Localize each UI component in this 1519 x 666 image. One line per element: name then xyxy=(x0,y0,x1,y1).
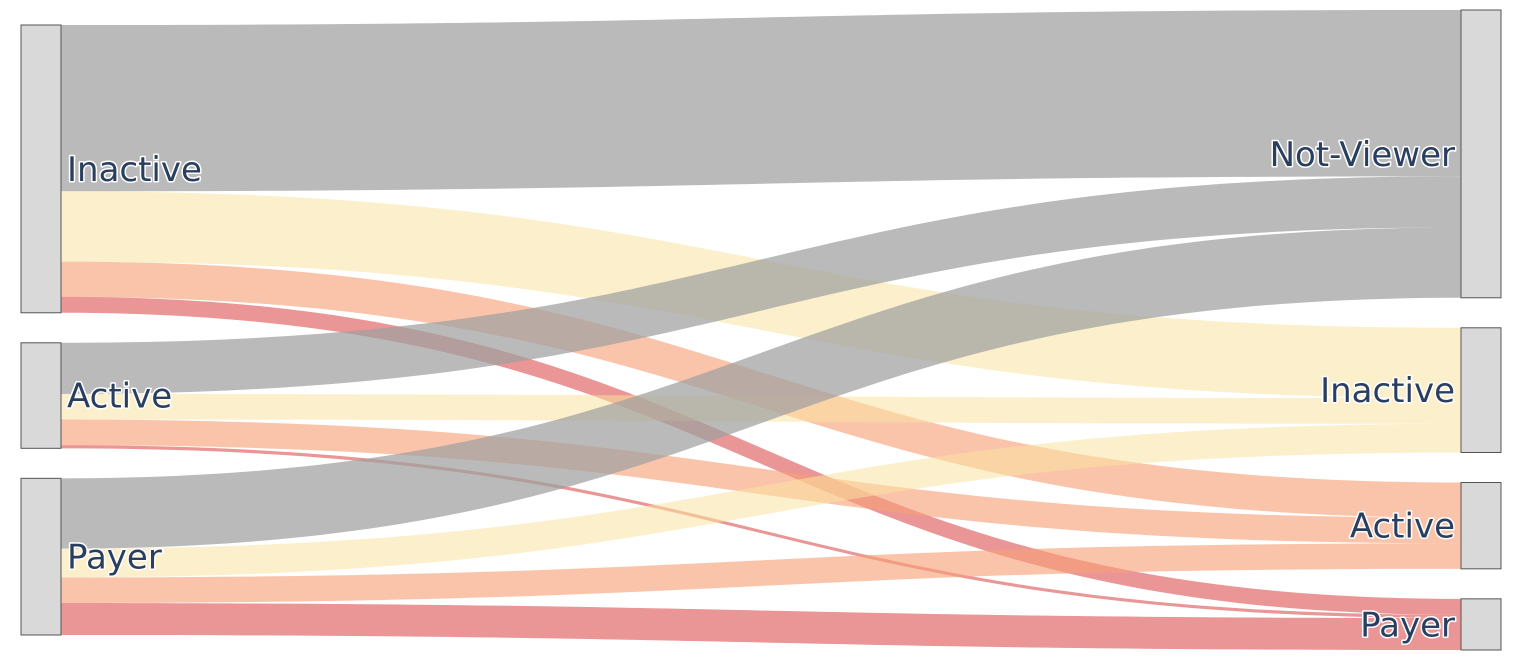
link-src-payer-to-tgt-payer[interactable] xyxy=(61,603,1461,650)
link-src-payer-to-tgt-active[interactable] xyxy=(61,543,1461,604)
links-layer xyxy=(61,10,1461,650)
node-label-target-payer: Payer xyxy=(1360,605,1455,645)
link-src-active-to-tgt-active[interactable] xyxy=(61,419,1461,544)
node-label-source-inactive: Inactive xyxy=(67,150,202,190)
node-src-payer[interactable] xyxy=(20,477,62,636)
node-src-inactive[interactable] xyxy=(20,24,62,314)
node-tgt-active[interactable] xyxy=(1460,482,1502,570)
nodes-layer xyxy=(20,9,1502,651)
node-tgt-payer[interactable] xyxy=(1460,598,1502,651)
labels-layer: Inactive Active Payer Not-Viewer Inactiv… xyxy=(66,133,1457,647)
node-src-active[interactable] xyxy=(20,342,62,449)
link-src-payer-to-tgt-notviewer[interactable] xyxy=(61,227,1461,549)
link-src-inactive-to-tgt-notviewer[interactable] xyxy=(61,10,1461,192)
node-label-source-payer: Payer xyxy=(67,538,162,578)
link-src-payer-to-tgt-inactive[interactable] xyxy=(61,423,1461,578)
node-tgt-notviewer[interactable] xyxy=(1460,9,1502,299)
node-tgt-inactive[interactable] xyxy=(1460,327,1502,454)
node-label-target-not-viewer: Not-Viewer xyxy=(1270,135,1455,175)
link-src-active-to-tgt-notviewer[interactable] xyxy=(61,176,1461,394)
node-label-target-inactive: Inactive xyxy=(1320,371,1455,411)
link-src-active-to-tgt-payer[interactable] xyxy=(61,445,1461,619)
node-label-source-active: Active xyxy=(67,377,172,417)
link-src-inactive-to-tgt-payer[interactable] xyxy=(61,296,1461,615)
node-label-target-active: Active xyxy=(1350,507,1455,547)
